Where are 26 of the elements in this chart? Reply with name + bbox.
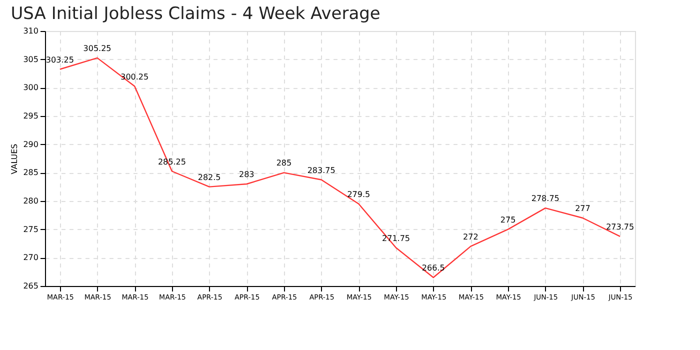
y-tick-label: 305	[23, 54, 38, 64]
data-label: 275	[500, 215, 516, 224]
data-label: 282.5	[198, 172, 221, 182]
data-label: 273.75	[606, 222, 634, 232]
data-label: 266.5	[422, 264, 445, 272]
data-label: 305.25	[83, 44, 112, 53]
y-axis-title: VALUES	[10, 144, 20, 174]
y-tick-label: 285	[23, 168, 38, 178]
y-tick-label: 300	[23, 83, 38, 92]
y-tick-label: 310	[23, 26, 38, 36]
y-tick-label: 290	[23, 140, 38, 149]
data-label: 279.5	[347, 190, 370, 199]
y-tick-label: 275	[23, 224, 38, 234]
y-tick-label: 280	[23, 196, 38, 206]
data-label: 283	[239, 170, 254, 179]
y-tick-label: 265	[23, 282, 38, 290]
data-label: 303.25	[46, 55, 74, 64]
data-label: 283.75	[307, 166, 336, 175]
data-label: 285	[276, 158, 292, 168]
data-label: 272	[463, 232, 478, 242]
chart-title: USA Initial Jobless Claims - 4 Week Average	[10, 4, 380, 24]
data-label: 278.75	[531, 194, 560, 204]
y-tick-label: 270	[23, 253, 38, 262]
y-tick-label: 295	[23, 112, 38, 120]
data-label: 300.25	[120, 72, 149, 82]
data-label: 277	[575, 204, 590, 213]
